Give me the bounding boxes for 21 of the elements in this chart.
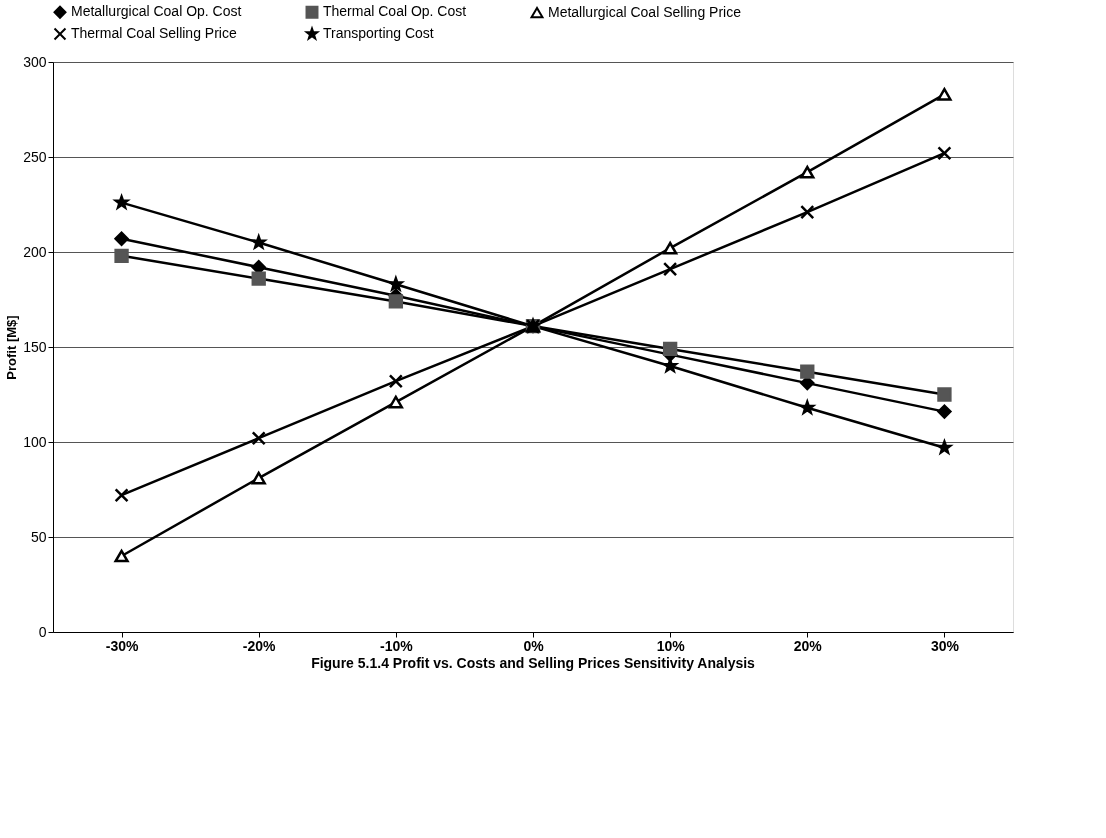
y-tick-label: 150 [23,338,47,355]
x-tick-label: 10% [656,637,686,654]
y-tick-label: 50 [30,528,47,545]
x-tick-label: 30% [930,637,960,654]
y-tick-label: 200 [23,243,47,260]
y-tick-label: 250 [23,148,47,165]
legend-label: Metallurgical Coal Selling Price [548,3,742,20]
legend-label: Metallurgical Coal Op. Cost [71,3,242,20]
y-tick-label: 100 [23,433,47,450]
y-axis-title: Profit [M$] [4,315,20,380]
x-tick-label: 0% [523,637,545,654]
legend-label: Thermal Coal Op. Cost [323,3,467,20]
x-tick-label: -30% [105,637,139,654]
text: Figure 5.1.4 Profit vs. Costs and Selling Prices Sensitivity Analysis [311,655,756,671]
legend-label: Thermal Coal Selling Price [71,25,237,41]
y-tick-label: 0 [38,623,47,640]
y-tick-label: 300 [23,53,47,70]
x-tick-label: -20% [242,637,277,654]
x-tick-label: -10% [380,637,414,654]
x-tick-label: 20% [793,637,823,654]
legend-label: Transporting Cost [323,25,434,41]
